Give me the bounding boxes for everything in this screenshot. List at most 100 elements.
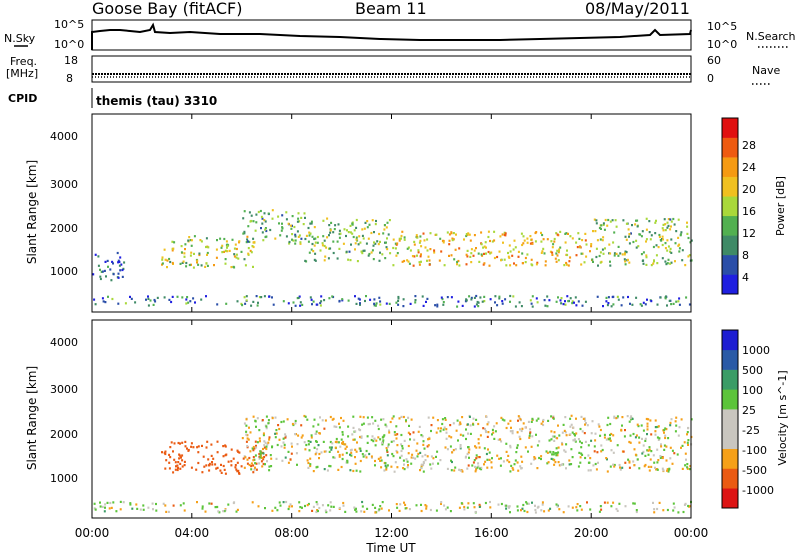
power-cell-r6 [450, 296, 453, 299]
power-cell-r6 [205, 295, 207, 298]
power-cell-r6 [200, 298, 203, 301]
velocity-cell-r1 [569, 425, 572, 428]
velocity-cell-r1 [328, 446, 331, 449]
power-cell-r1 [199, 239, 202, 242]
velocity-cell-r0 [222, 455, 225, 458]
velocity-cell-r1 [427, 444, 430, 447]
velocity-cell-r1 [365, 456, 368, 459]
x-tick-label-3: 12:00 [374, 526, 409, 540]
velocity-cell-r1 [377, 457, 380, 460]
velocity-cell-r1 [579, 440, 581, 443]
velocity-cell-r1 [350, 451, 353, 454]
velocity-cell-r1 [400, 443, 403, 446]
velocity-cell-r1 [430, 429, 432, 433]
power-cell-r1 [221, 244, 224, 247]
velocity-cell-r0 [248, 456, 251, 460]
velocity-cell-r1 [436, 419, 439, 422]
freq-tick-top: 18 [64, 54, 78, 67]
power-cell-r6 [192, 297, 195, 300]
power-cell-r4 [422, 232, 425, 235]
velocity-cell-r1 [294, 433, 297, 436]
power-cell-r6 [635, 296, 638, 299]
velocity-cell-r1 [505, 442, 508, 445]
power-cell-r6 [546, 295, 549, 298]
power-cell-r4 [418, 263, 421, 266]
velocity-cell-r1 [478, 456, 481, 459]
velocity-cell-r1 [656, 425, 659, 429]
velocity-cell-r1 [307, 440, 310, 443]
power-cell-r4 [493, 256, 496, 260]
velocity-cell-r1 [362, 455, 365, 458]
velocity-cell-r1 [407, 444, 410, 448]
velocity-cell-r1 [474, 465, 477, 468]
power-cell-r6 [245, 295, 248, 298]
velocity-cell-r1 [486, 458, 489, 461]
power-cell-r4 [559, 230, 562, 233]
power-cell-r3 [316, 241, 319, 244]
velocity-cell-r2 [227, 503, 230, 506]
power-y-axis-label: Slant Range [km] [25, 160, 39, 264]
power-cell-r4 [584, 239, 587, 242]
velocity-cell-r1 [669, 457, 672, 460]
power-cell-r1 [204, 265, 207, 268]
velocity-cell-r1 [532, 458, 535, 461]
power-cell-r5 [648, 220, 651, 223]
power-cell-r6 [575, 304, 578, 307]
velocity-cell-r1 [654, 433, 657, 436]
power-cell-r2 [255, 213, 258, 216]
velocity-cell-r2 [618, 502, 621, 505]
power-cell-r5 [607, 218, 610, 222]
velocity-cell-r1 [454, 466, 457, 469]
power-cell-r1 [198, 252, 201, 255]
power-cell-r4 [513, 239, 516, 242]
x-tick-label-0: 00:00 [75, 526, 110, 540]
velocity-cell-r0 [180, 456, 182, 459]
velocity-cell-r0 [203, 465, 206, 468]
velocity-cell-r1 [335, 425, 338, 428]
power-cell-r3 [326, 236, 329, 239]
velocity-cell-r0 [234, 464, 237, 467]
velocity-cell-r0 [263, 446, 266, 449]
velocity-cell-r1 [466, 467, 469, 470]
power-cell-r4 [578, 245, 581, 248]
velocity-cell-r1 [495, 422, 498, 425]
power-cell-r4 [557, 251, 560, 254]
velocity-cell-r1 [530, 462, 533, 465]
velocity-cell-r1 [439, 459, 442, 462]
power-cell-r3 [362, 237, 365, 240]
power-cell-r6 [607, 302, 610, 305]
velocity-cell-r1 [578, 451, 581, 454]
power-cbar-tick-4: 4 [742, 271, 749, 284]
power-cell-r2 [264, 227, 267, 230]
power-cell-r3 [310, 248, 313, 251]
power-cell-r5 [690, 239, 693, 242]
velocity-cell-r1 [253, 468, 256, 471]
power-cell-r6 [571, 300, 574, 303]
power-cell-r6 [245, 299, 248, 302]
power-cell-r2 [247, 240, 249, 243]
velocity-cell-r1 [558, 434, 561, 437]
velocity-cell-r1 [450, 469, 453, 472]
velocity-cell-r1 [405, 458, 408, 461]
velocity-cell-r1 [417, 452, 420, 455]
power-cell-r0 [97, 264, 100, 267]
power-cell-r3 [323, 259, 326, 262]
velocity-cell-r1 [305, 443, 308, 447]
velocity-cell-r1 [462, 434, 465, 437]
velocity-cell-r1 [670, 418, 673, 421]
velocity-cell-r1 [331, 442, 334, 445]
velocity-cell-r2 [472, 502, 475, 505]
velocity-cell-r2 [142, 508, 145, 511]
velocity-cell-r1 [647, 465, 650, 468]
velocity-colorbar-label: Velocity [m s^-1] [776, 370, 789, 465]
power-cell-r4 [540, 240, 543, 243]
power-cell-r4 [553, 240, 556, 243]
power-colorbar-frame [721, 117, 739, 295]
velocity-cell-r1 [406, 466, 409, 469]
velocity-cell-r1 [387, 445, 390, 448]
velocity-cell-r1 [422, 443, 425, 446]
power-cell-r4 [529, 242, 532, 245]
power-cell-r4 [457, 259, 460, 263]
velocity-cell-r1 [469, 424, 472, 427]
velocity-cell-r1 [331, 418, 334, 421]
